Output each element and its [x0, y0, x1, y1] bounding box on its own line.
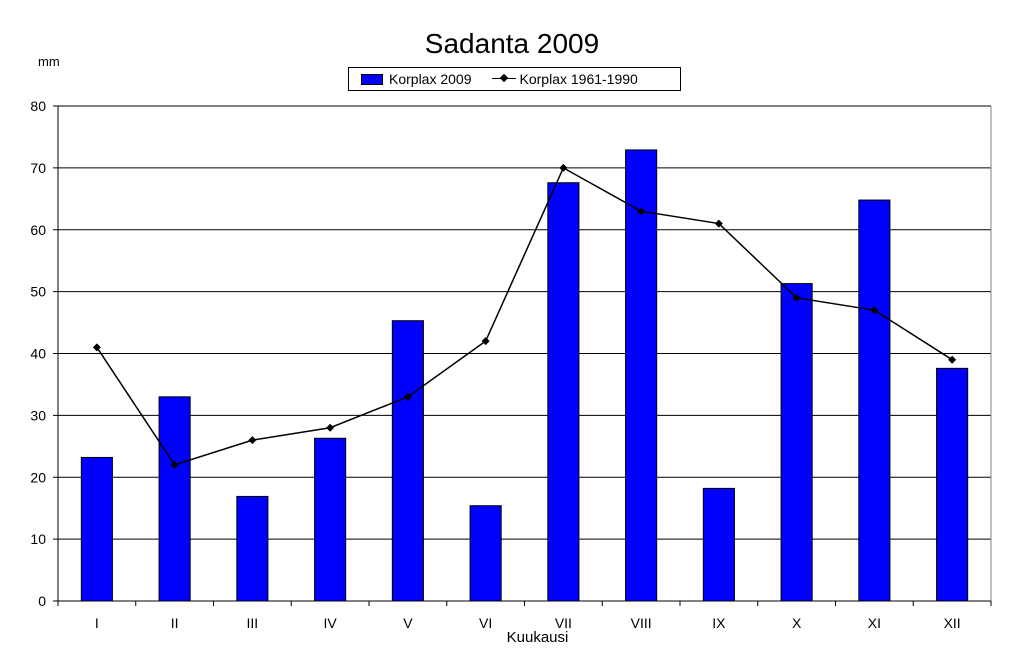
bar: [391, 320, 424, 602]
bar: [936, 367, 969, 602]
y-tick-label: 40: [30, 346, 46, 362]
bar: [780, 283, 813, 602]
x-tick-label: II: [171, 615, 179, 631]
legend-line-swatch: [491, 74, 516, 84]
bar: [314, 437, 347, 602]
line-point-marker: [248, 436, 257, 445]
y-tick-label: 80: [30, 98, 46, 114]
x-tick-label: VIII: [631, 615, 652, 631]
x-tick-label: IX: [712, 615, 726, 631]
y-tick-label: 0: [38, 593, 46, 609]
bar: [158, 396, 191, 602]
series-line: [96, 166, 953, 466]
x-tick-label: VI: [479, 615, 492, 631]
line-point-marker: [92, 343, 101, 352]
line-point-marker: [170, 460, 179, 469]
line-point-marker: [637, 207, 646, 216]
x-tick-label: X: [792, 615, 802, 631]
line-point-marker: [870, 306, 879, 315]
y-tick-label: 70: [30, 160, 46, 176]
chart-title: Sadanta 2009: [424, 28, 600, 59]
x-tick-label: XI: [868, 615, 881, 631]
y-tick-label: 10: [30, 531, 46, 547]
legend-item-bars: Korplax 2009: [349, 71, 472, 87]
y-tick-label: 50: [30, 284, 46, 300]
x-axis-label: Kuukausi: [506, 629, 569, 646]
line-point-marker: [481, 337, 490, 346]
bar: [80, 456, 113, 602]
bar: [702, 487, 735, 602]
x-tick-label: V: [403, 615, 413, 631]
bar: [858, 199, 891, 602]
y-tick-label: 30: [30, 407, 46, 423]
x-tick-label: XII: [944, 615, 961, 631]
line-point-marker: [792, 293, 801, 302]
x-tick-label: III: [247, 615, 259, 631]
legend-item-line: Korplax 1961-1990: [472, 71, 638, 87]
bar: [469, 505, 502, 602]
bar: [625, 149, 658, 602]
y-axis-label: mm: [38, 54, 60, 69]
line-point-marker: [559, 163, 568, 172]
x-tick-label: IV: [324, 615, 338, 631]
y-tick-label: 20: [30, 469, 46, 485]
y-tick-label: 60: [30, 222, 46, 238]
x-tick-label: I: [95, 615, 99, 631]
bar: [547, 182, 580, 602]
line-point-marker: [403, 392, 412, 401]
line-point-marker: [714, 219, 723, 228]
line-point-marker: [326, 423, 335, 432]
legend-bar-swatch: [361, 73, 383, 85]
x-tick-label: VII: [555, 615, 572, 631]
line-point-marker: [948, 355, 957, 364]
legend-label-bars: Korplax 2009: [389, 71, 472, 87]
bar: [236, 495, 269, 602]
legend-label-line: Korplax 1961-1990: [519, 71, 638, 87]
legend: Korplax 2009 Korplax 1961-1990: [348, 67, 681, 91]
